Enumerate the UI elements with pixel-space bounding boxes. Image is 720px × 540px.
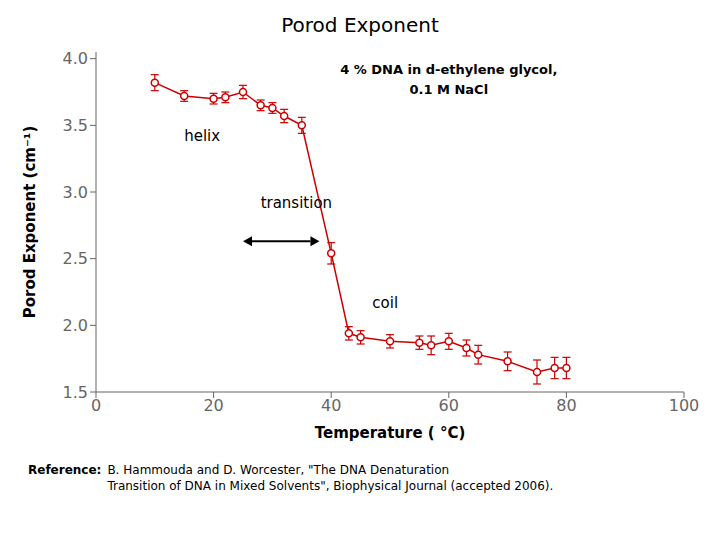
- svg-text:Temperature ( °C): Temperature ( °C): [315, 424, 466, 442]
- svg-text:20: 20: [203, 396, 223, 415]
- html-text:B. Hammouda and D. Worcester,: B. Hammouda and D. Worcester, "The DNA D…: [107, 463, 554, 493]
- svg-text:40: 40: [321, 396, 341, 415]
- svg-text:Porod Exponent (cm⁻¹): Porod Exponent (cm⁻¹): [21, 126, 39, 319]
- svg-text:1.5: 1.5: [63, 383, 88, 402]
- svg-text:60: 60: [439, 396, 459, 415]
- html-text:0.1 M NaCl: 0.1 M NaCl: [409, 82, 489, 97]
- svg-text:4.0: 4.0: [63, 49, 88, 68]
- svg-text:3.0: 3.0: [63, 183, 88, 202]
- svg-text:80: 80: [556, 396, 576, 415]
- svg-text:2.0: 2.0: [63, 316, 88, 335]
- svg-text:100: 100: [669, 396, 700, 415]
- svg-text:3.5: 3.5: [63, 116, 88, 135]
- svg-text:transition: transition: [261, 194, 332, 212]
- html-text:Reference:: Reference:: [28, 463, 102, 477]
- svg-text:0: 0: [91, 396, 101, 415]
- html-text:Porod Exponent: Porod Exponent: [281, 13, 439, 37]
- svg-text:2.5: 2.5: [63, 249, 88, 268]
- svg-text:coil: coil: [372, 294, 398, 312]
- html-text:4 % DNA in d-ethylene glycol,: 4 % DNA in d-ethylene glycol,: [340, 62, 558, 77]
- svg-text:helix: helix: [184, 127, 220, 145]
